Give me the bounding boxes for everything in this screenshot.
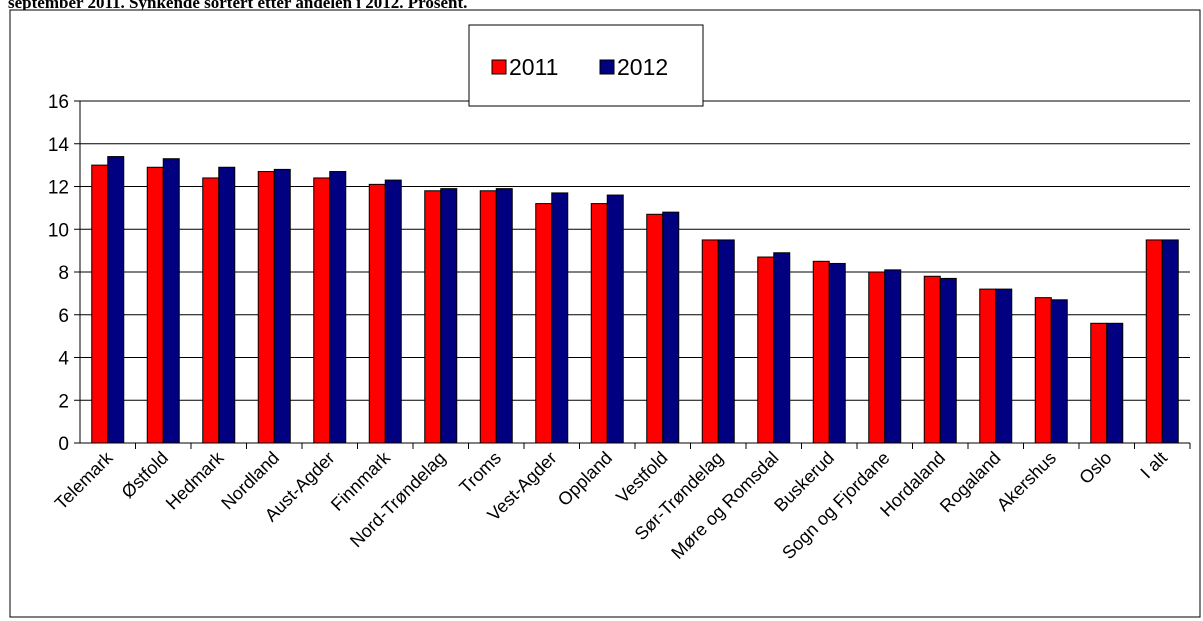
bar-2012-19: [1161, 239, 1179, 444]
bar-2012-10: [662, 211, 680, 444]
bar-2012-4: [329, 171, 347, 444]
bar-2011-15: [923, 275, 941, 444]
bar-2011-1: [146, 166, 164, 444]
bar-2012-12: [773, 252, 791, 444]
legend-box: [468, 24, 704, 107]
bar-2012-3: [273, 168, 291, 444]
bar-2011-11: [701, 239, 719, 444]
legend-label-2011: 2011: [509, 54, 558, 80]
bar-2011-10: [646, 213, 664, 444]
y-tick-label: 10: [48, 220, 69, 241]
bar-2012-9: [606, 194, 624, 444]
y-tick-label: 16: [48, 92, 69, 113]
y-tick-label: 14: [48, 135, 70, 156]
bar-2011-7: [479, 190, 497, 444]
bar-2011-17: [1034, 297, 1052, 444]
bar-2011-3: [257, 171, 275, 444]
legend-swatch-2012: [599, 59, 615, 75]
bar-2011-5: [368, 183, 386, 444]
bar-2012-14: [884, 269, 902, 444]
bar-2012-0: [107, 156, 125, 444]
bar-2011-8: [535, 203, 553, 444]
bar-2011-12: [757, 256, 775, 444]
bar-2012-7: [495, 188, 513, 444]
bar-2011-14: [868, 271, 886, 444]
bar-2012-17: [1050, 299, 1068, 444]
bar-2012-6: [440, 188, 458, 444]
bar-2011-18: [1090, 322, 1108, 444]
bar-2011-13: [812, 260, 830, 444]
bar-2011-0: [91, 164, 109, 444]
y-tick-label: 2: [58, 391, 69, 412]
legend-label-2012: 2012: [617, 54, 668, 80]
bar-2012-1: [162, 158, 180, 444]
bar-2012-2: [218, 166, 236, 444]
figure-caption: september 2011. Synkende sortert etter a…: [8, 0, 468, 12]
bar-2011-16: [979, 288, 997, 444]
legend: 2011 2012: [468, 24, 704, 107]
axes: [74, 100, 1191, 449]
y-tick-labels: 0 2 4 6 8 10 12 14 16: [48, 92, 70, 455]
y-tick-label: 0: [58, 434, 69, 455]
y-tick-label: 12: [48, 178, 69, 199]
bar-2011-6: [424, 190, 442, 444]
y-tick-label: 6: [58, 306, 69, 327]
bar-2011-9: [590, 203, 608, 444]
y-tick-label: 8: [58, 263, 69, 284]
bar-2012-15: [939, 277, 957, 444]
bar-2012-16: [995, 288, 1013, 444]
bar-2011-4: [313, 177, 331, 444]
bar-2012-11: [717, 239, 735, 444]
legend-swatch-2011: [491, 59, 507, 75]
bar-2011-19: [1145, 239, 1163, 444]
y-tick-label: 4: [58, 349, 69, 370]
bar-2012-8: [551, 192, 569, 444]
bar-2012-13: [828, 262, 846, 444]
bar-2012-5: [384, 179, 402, 444]
bar-2012-18: [1106, 322, 1124, 444]
bar-2011-2: [202, 177, 220, 444]
